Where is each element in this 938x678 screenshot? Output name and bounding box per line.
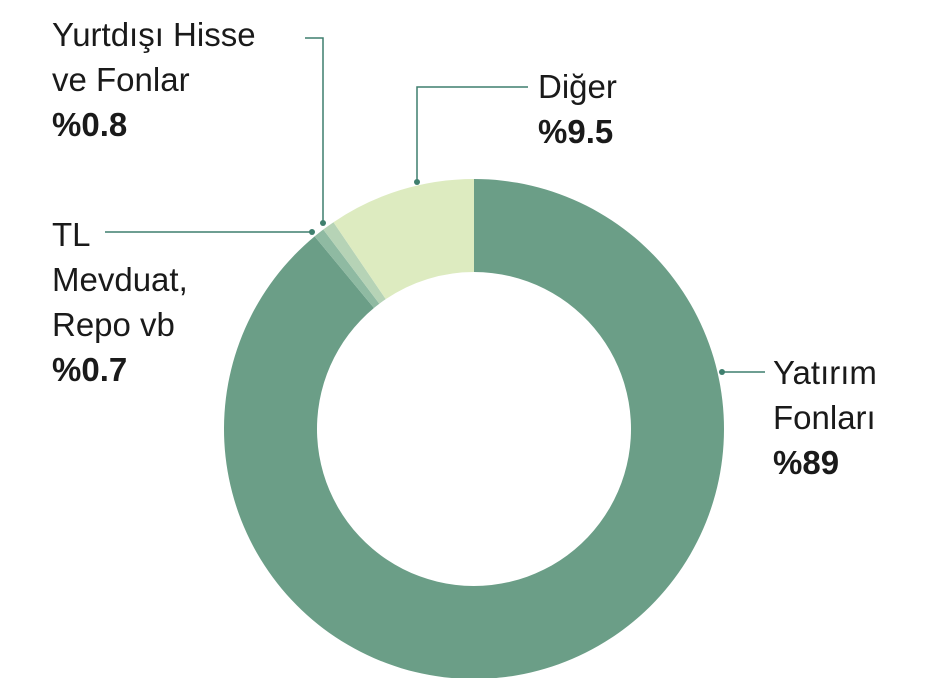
value-label: %0.7 <box>52 351 128 388</box>
leader-lines <box>105 37 765 373</box>
label: Diğer %9.5 <box>538 64 617 154</box>
leader-dot <box>320 220 326 226</box>
slice <box>224 179 724 678</box>
label: Yatırım Fonları %89 <box>773 350 877 485</box>
category-label: Yurtdışı Hisse ve Fonlar <box>52 16 256 98</box>
leader-dot <box>309 229 315 235</box>
category-label: Diğer <box>538 68 617 105</box>
label: TL Mevduat, Repo vb %0.7 <box>52 212 188 392</box>
value-label: %89 <box>773 444 840 481</box>
value-label: %9.5 <box>538 113 614 150</box>
leader-dot <box>414 179 420 185</box>
label: Yurtdışı Hisse ve Fonlar %0.8 <box>52 12 256 147</box>
category-label: TL Mevduat, Repo vb <box>52 216 188 343</box>
leader-line <box>305 37 324 223</box>
value-label: %0.8 <box>52 106 128 143</box>
leader-line <box>416 86 528 182</box>
category-label: Yatırım Fonları <box>773 354 877 436</box>
slice <box>314 229 380 309</box>
slice <box>333 179 474 300</box>
leader-dot <box>719 369 725 375</box>
slice <box>323 222 386 304</box>
slices <box>224 179 724 678</box>
leader-dots <box>309 179 725 375</box>
